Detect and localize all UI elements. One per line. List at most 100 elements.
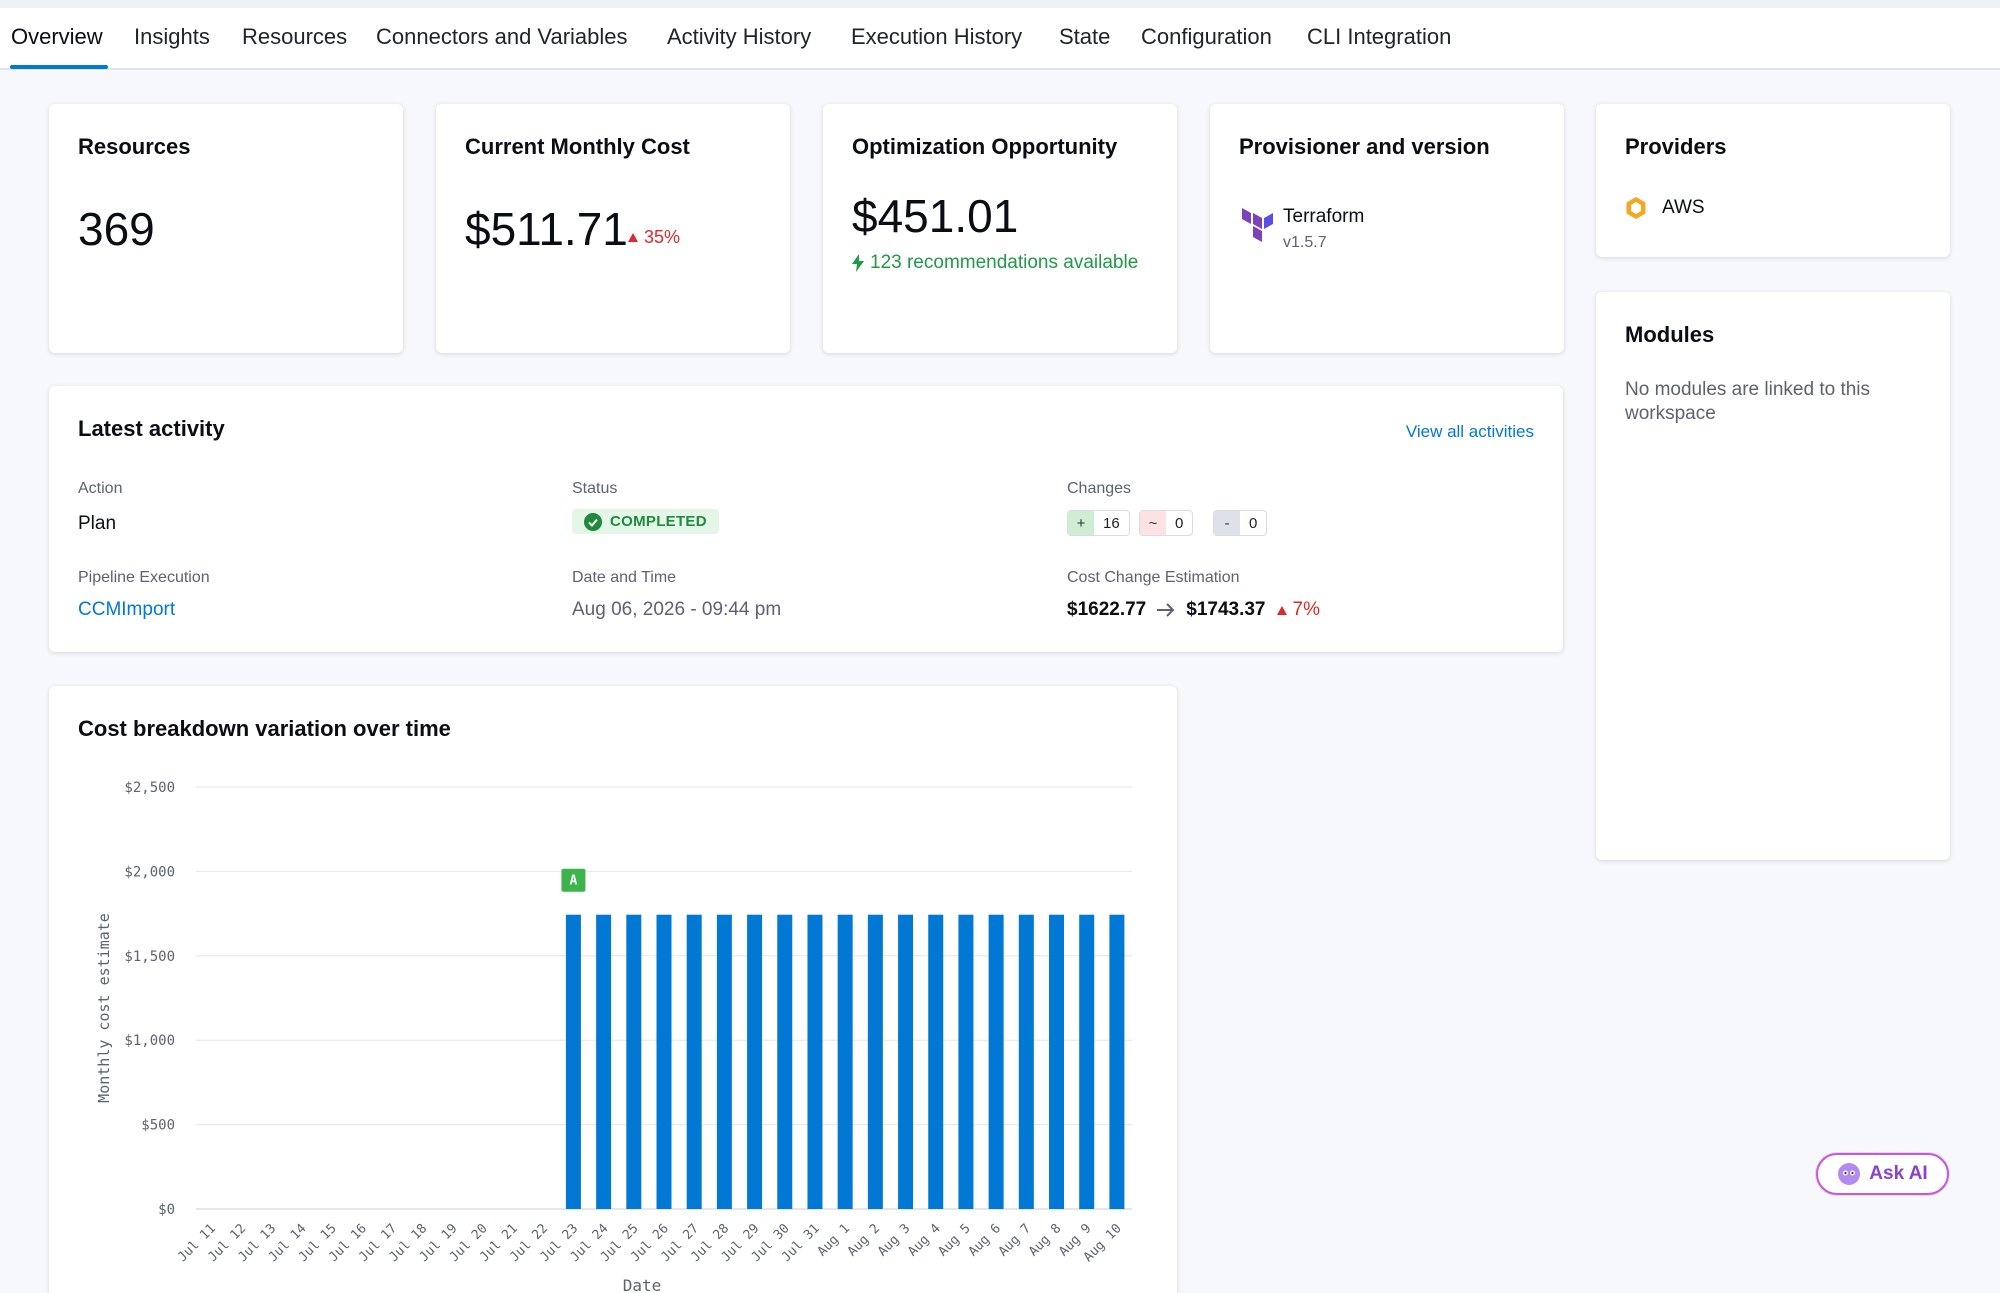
chart-bar: [777, 914, 793, 1209]
x-tick-label: Aug 8: [1026, 1221, 1064, 1259]
chart-bar: [656, 914, 672, 1209]
chart-bar: [747, 914, 763, 1209]
ai-assistant-icon: [1838, 1163, 1861, 1185]
change-removed-badge: - 0: [1213, 510, 1268, 536]
ask-ai-label: Ask AI: [1869, 1163, 1928, 1184]
chart-title: Cost breakdown variation over time: [78, 716, 451, 741]
x-tick-label: Aug 2: [845, 1221, 883, 1259]
pipeline-execution-link[interactable]: CCMImport: [78, 599, 176, 620]
x-tick-label: Aug 5: [935, 1221, 973, 1259]
optimization-value: $451.01: [852, 190, 1019, 242]
chart-bar: [686, 914, 702, 1209]
resources-count: 369: [78, 203, 155, 255]
lightning-icon: [852, 254, 864, 272]
cost-delta-value: 7%: [1292, 599, 1320, 620]
change-modified-count: 0: [1175, 514, 1184, 532]
tab-connectors-and-variables[interactable]: Connectors and Variables: [376, 24, 628, 49]
chart-bar: [867, 914, 883, 1209]
optimization-card: Optimization Opportunity $451.01 123 rec…: [823, 104, 1177, 353]
tab-configuration[interactable]: Configuration: [1141, 24, 1272, 49]
tab-insights[interactable]: Insights: [134, 24, 210, 49]
triangle-up-icon: [628, 233, 638, 242]
top-strip: [0, 0, 2000, 8]
change-modified-symbol: ~: [1140, 511, 1166, 535]
cost-change-row: $1622.77 $1743.37 7%: [1067, 599, 1320, 621]
chart-bar: [837, 914, 853, 1209]
datetime-label: Date and Time: [572, 569, 677, 586]
chart-bar: [958, 914, 974, 1209]
provider-aws: AWS: [1662, 197, 1705, 218]
y-tick-label: $1,000: [124, 1033, 175, 1049]
resources-card: Resources 369: [49, 104, 403, 353]
chart-bar: [1018, 914, 1034, 1209]
provisioner-version: v1.5.7: [1283, 234, 1327, 251]
x-tick-label: Aug 6: [966, 1221, 1004, 1259]
pipeline-label: Pipeline Execution: [78, 569, 210, 586]
resources-title: Resources: [78, 134, 191, 159]
chart-bar: [807, 914, 823, 1209]
monthly-cost-delta: 35%: [627, 227, 680, 248]
view-all-activities-link[interactable]: View all activities: [1405, 422, 1534, 441]
change-removed-symbol: -: [1214, 511, 1240, 535]
ask-ai-button[interactable]: Ask AI: [1816, 1153, 1949, 1195]
chart-bar: [716, 914, 732, 1209]
optimization-title: Optimization Opportunity: [852, 134, 1118, 159]
y-tick-label: $2,500: [124, 780, 175, 796]
y-tick-label: $500: [141, 1118, 175, 1134]
changes-label: Changes: [1067, 480, 1132, 497]
tab-resources[interactable]: Resources: [242, 24, 348, 49]
status-badge: COMPLETED: [572, 509, 719, 534]
chart-bar: [928, 914, 944, 1209]
cost-to: $1743.37: [1186, 599, 1266, 620]
chart-bar: [565, 914, 581, 1209]
latest-activity-card: Latest activity View all activities Acti…: [49, 386, 1563, 652]
change-added-count: 16: [1103, 514, 1120, 532]
chart-bar: [1049, 914, 1065, 1209]
tab-cli-integration[interactable]: CLI Integration: [1307, 24, 1452, 49]
recommendations-link[interactable]: 123 recommendations available: [852, 252, 1138, 274]
x-tick-label: Aug 3: [875, 1221, 913, 1259]
x-axis-title: Date: [623, 1276, 662, 1293]
latest-activity-title: Latest activity: [78, 416, 225, 441]
annotation-marker: [561, 868, 586, 892]
aws-hexagon-icon: [1626, 197, 1646, 219]
cost-change-label: Cost Change Estimation: [1067, 569, 1240, 586]
monthly-cost-delta-value: 35%: [644, 227, 681, 247]
action-value: Plan: [78, 513, 117, 534]
annotation-label: A: [570, 874, 578, 889]
change-added-badge: + 16: [1067, 510, 1130, 536]
change-removed-count: 0: [1249, 514, 1258, 532]
y-axis-title: Monthly cost estimate: [95, 913, 113, 1103]
cost-breakdown-card: Cost breakdown variation over time $0 $50…: [49, 686, 1177, 1293]
active-tab-indicator: [10, 65, 108, 69]
provisioner-name: Terraform: [1283, 206, 1365, 227]
status-label: Status: [572, 480, 618, 497]
arrow-right-icon: [1157, 603, 1175, 617]
chart-bar: [1109, 914, 1125, 1209]
provisioner-card: Provisioner and version Terraform v1.5.7: [1210, 104, 1564, 353]
provisioner-title: Provisioner and version: [1239, 134, 1490, 159]
tab-execution-history[interactable]: Execution History: [851, 24, 1023, 49]
monthly-cost-card: Current Monthly Cost $511.71 35%: [436, 104, 790, 353]
triangle-up-icon: [1276, 605, 1287, 615]
terraform-logo-icon: [1242, 208, 1273, 242]
tab-activity-history[interactable]: Activity History: [667, 24, 812, 49]
providers-title: Providers: [1625, 134, 1727, 159]
tab-state[interactable]: State: [1059, 24, 1111, 49]
modules-title: Modules: [1625, 322, 1715, 347]
y-tick-label: $1,500: [124, 949, 175, 965]
modules-card: Modules No modules are linked to this wo…: [1596, 292, 1950, 860]
check-circle-icon: [584, 512, 602, 531]
chart-bar: [626, 914, 642, 1209]
monthly-cost-value: $511.71: [465, 203, 628, 255]
modules-empty-text: No modules are linked to this workspace: [1625, 379, 1871, 424]
tab-overview[interactable]: Overview: [11, 24, 103, 49]
x-tick-label: Aug 4: [905, 1221, 943, 1259]
y-tick-label: $2,000: [124, 864, 175, 880]
tab-bar: Overview Insights Resources Connectors a…: [0, 8, 2000, 70]
x-tick-label: Aug 1: [815, 1221, 853, 1259]
chart-bar: [988, 914, 1004, 1209]
chart-bar: [898, 914, 914, 1209]
y-tick-label: $0: [158, 1202, 175, 1218]
cost-delta: 7%: [1276, 599, 1320, 621]
